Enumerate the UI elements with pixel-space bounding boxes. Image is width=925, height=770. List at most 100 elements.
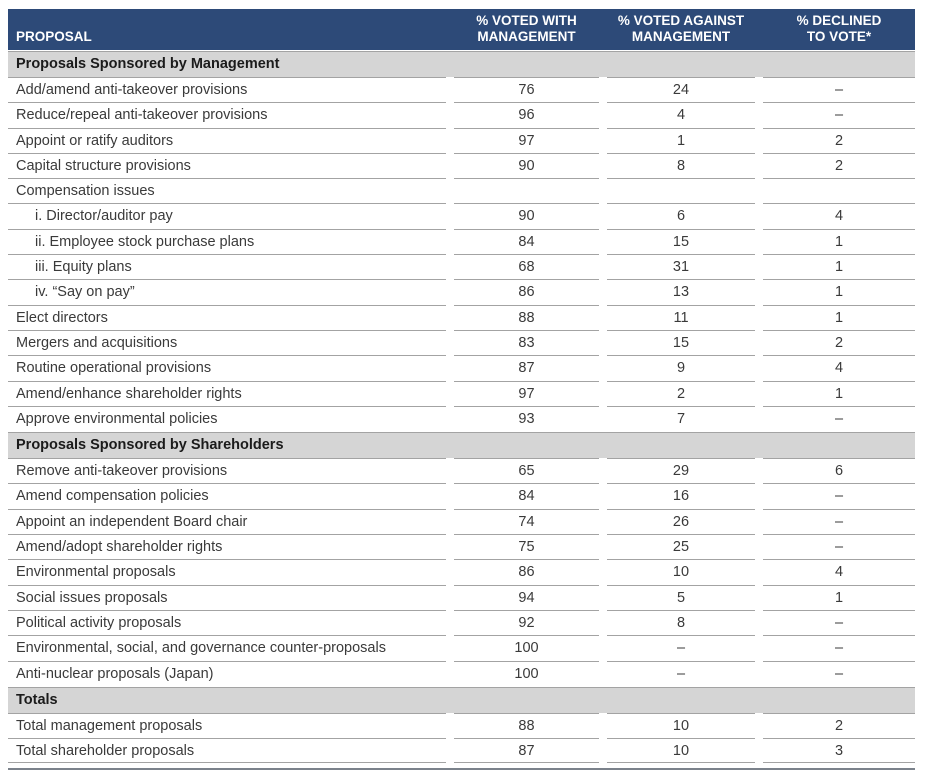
section-header: Proposals Sponsored by Management xyxy=(8,51,915,77)
voted-against-cell: 16 xyxy=(607,483,755,508)
voted-against-cell: 5 xyxy=(607,584,755,610)
voted-with-cell: 83 xyxy=(454,329,599,355)
table-row: Appoint an independent Board chair 74 26– xyxy=(8,508,915,534)
declined-cell: 2 xyxy=(763,712,915,738)
table-row: Amend/enhance shareholder rights 97 2 1 xyxy=(8,380,915,406)
declined-cell: 6 xyxy=(763,458,915,483)
voted-with-cell: 76 xyxy=(454,77,599,102)
voted-with-cell: 90 xyxy=(454,203,599,228)
voted-against-cell: 13 xyxy=(607,279,755,304)
voted-with-cell: 93 xyxy=(454,405,599,431)
column-header-voted-with: % VOTED WITH MANAGEMENT xyxy=(476,13,577,44)
declined-cell: – xyxy=(763,609,915,635)
declined-cell: 3 xyxy=(763,738,915,764)
proposal-cell: Total management proposals xyxy=(8,712,446,738)
table-row: Political activity proposals 92 8– xyxy=(8,609,915,635)
voted-against-cell: 4 xyxy=(607,102,755,127)
voted-with-cell: 88 xyxy=(454,712,599,738)
voted-against-cell: 1 xyxy=(607,127,755,153)
declined-cell: 1 xyxy=(763,584,915,610)
voted-with-cell xyxy=(454,178,599,203)
declined-cell: 4 xyxy=(763,203,915,228)
table-row: Reduce/repeal anti-takeover provisions 96… xyxy=(8,102,915,127)
column-header-voted-against: % VOTED AGAINST MANAGEMENT xyxy=(617,13,745,44)
declined-cell: 1 xyxy=(763,380,915,406)
voted-against-cell: 11 xyxy=(607,304,755,330)
voted-with-cell: 86 xyxy=(454,279,599,304)
declined-cell: – xyxy=(763,77,915,102)
voted-with-cell: 100 xyxy=(454,635,599,660)
table-row: Remove anti-takeover provisions 65 29 6 xyxy=(8,458,915,483)
voted-against-cell: 29 xyxy=(607,458,755,483)
voted-against-cell: 8 xyxy=(607,609,755,635)
column-header-proposal: PROPOSAL xyxy=(16,29,92,44)
voted-with-cell: 84 xyxy=(454,483,599,508)
voted-against-cell: 10 xyxy=(607,712,755,738)
proposal-cell: Appoint or ratify auditors xyxy=(8,127,446,153)
table-row: Routine operational provisions 87 9 4 xyxy=(8,355,915,380)
proposal-cell: Environmental proposals xyxy=(8,559,446,584)
table-row: Total shareholder proposals 87 10 3 xyxy=(8,738,915,764)
proposal-cell: Capital structure provisions xyxy=(8,152,446,178)
proposal-cell: Elect directors xyxy=(8,304,446,330)
table-row: Mergers and acquisitions 83 15 2 xyxy=(8,329,915,355)
proposal-cell: Total shareholder proposals xyxy=(8,738,446,764)
proposal-cell: Amend/adopt shareholder rights xyxy=(8,534,446,559)
declined-cell: 4 xyxy=(763,355,915,380)
voted-against-cell: 15 xyxy=(607,329,755,355)
table-row: Anti-nuclear proposals (Japan) 100– – xyxy=(8,660,915,686)
voted-with-cell: 87 xyxy=(454,355,599,380)
voted-with-cell: 88 xyxy=(454,304,599,330)
proposal-cell: i. Director/auditor pay xyxy=(8,203,446,228)
voted-against-cell: 9 xyxy=(607,355,755,380)
voted-against-cell: 15 xyxy=(607,228,755,254)
table-row: ii. Employee stock purchase plans 84 15 1 xyxy=(8,228,915,254)
proxy-voting-table: PROPOSAL % VOTED WITH MANAGEMENT % VOTED… xyxy=(8,9,915,770)
declined-cell: – xyxy=(763,102,915,127)
table-row: Approve environmental policies 93 7– xyxy=(8,405,915,431)
voted-with-cell: 86 xyxy=(454,559,599,584)
proposal-cell: Reduce/repeal anti-takeover provisions xyxy=(8,102,446,127)
declined-cell: 4 xyxy=(763,559,915,584)
voted-against-cell: 25 xyxy=(607,534,755,559)
voted-with-cell: 94 xyxy=(454,584,599,610)
voted-with-cell: 68 xyxy=(454,254,599,279)
voted-against-cell: – xyxy=(607,635,755,660)
voted-with-cell: 65 xyxy=(454,458,599,483)
proposal-cell: Political activity proposals xyxy=(8,609,446,635)
table-row: iii. Equity plans 68 31 1 xyxy=(8,254,915,279)
voted-against-cell: 24 xyxy=(607,77,755,102)
table-row: Add/amend anti-takeover provisions 76 24– xyxy=(8,77,915,102)
proposal-cell: Compensation issues xyxy=(8,178,446,203)
table-row: Elect directors 88 11 1 xyxy=(8,304,915,330)
table-row: Compensation issues xyxy=(8,178,915,203)
table-row: Amend compensation policies 84 16– xyxy=(8,483,915,508)
proposal-cell: Social issues proposals xyxy=(8,584,446,610)
voted-against-cell: 10 xyxy=(607,738,755,764)
table-body: Proposals Sponsored by Management Add/ame… xyxy=(8,51,915,764)
proposal-cell: Amend/enhance shareholder rights xyxy=(8,380,446,406)
voted-against-cell: 10 xyxy=(607,559,755,584)
voted-against-cell: 2 xyxy=(607,380,755,406)
declined-cell: 2 xyxy=(763,152,915,178)
declined-cell: – xyxy=(763,635,915,660)
declined-cell: 1 xyxy=(763,228,915,254)
table-row: Appoint or ratify auditors 97 1 2 xyxy=(8,127,915,153)
table-row: Environmental, social, and governance co… xyxy=(8,635,915,660)
table-row: Amend/adopt shareholder rights 75 25– xyxy=(8,534,915,559)
table-row: iv. “Say on pay” 86 13 1 xyxy=(8,279,915,304)
proposal-cell: Routine operational provisions xyxy=(8,355,446,380)
proposal-cell: Appoint an independent Board chair xyxy=(8,508,446,534)
table-row: Total management proposals 88 10 2 xyxy=(8,712,915,738)
declined-cell xyxy=(763,178,915,203)
declined-cell: 1 xyxy=(763,304,915,330)
voted-against-cell: 31 xyxy=(607,254,755,279)
declined-cell: 1 xyxy=(763,279,915,304)
proposal-cell: Remove anti-takeover provisions xyxy=(8,458,446,483)
declined-cell: – xyxy=(763,405,915,431)
declined-cell: – xyxy=(763,483,915,508)
proposal-cell: Approve environmental policies xyxy=(8,405,446,431)
voted-against-cell: 26 xyxy=(607,508,755,534)
voted-against-cell: 8 xyxy=(607,152,755,178)
section-header: Proposals Sponsored by Shareholders xyxy=(8,432,915,459)
